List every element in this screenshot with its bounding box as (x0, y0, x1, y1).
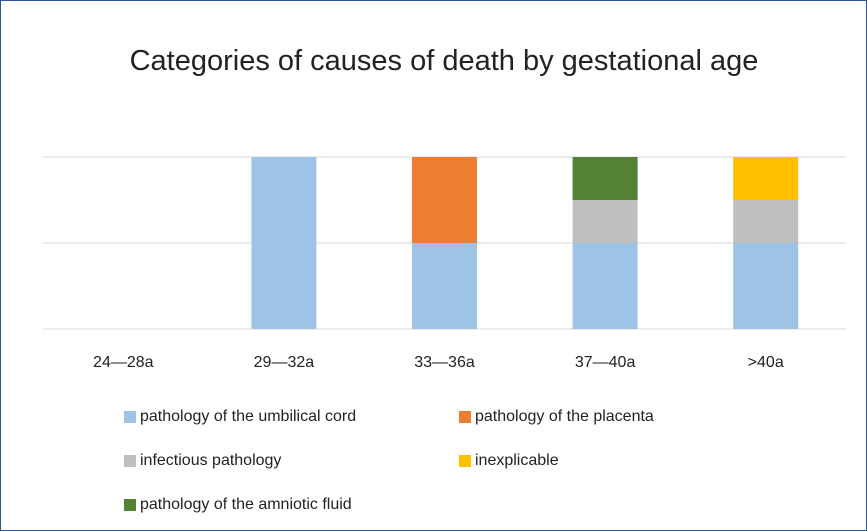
legend-swatch (459, 411, 471, 423)
bar-segment (733, 200, 799, 243)
bar-segment (733, 243, 799, 329)
legend-label: pathology of the umbilical cord (140, 408, 356, 425)
legend-label: pathology of the amniotic fluid (140, 496, 352, 513)
legend-swatch (124, 455, 136, 467)
x-tick-label: 29—32a (254, 354, 315, 371)
legend-swatch (459, 455, 471, 467)
bar-segment (733, 157, 799, 200)
legend-label: pathology of the placenta (475, 408, 654, 425)
legend-label: infectious pathology (140, 452, 281, 469)
bar-segment (412, 243, 477, 329)
legend-swatch (124, 499, 136, 511)
x-tick-label: >40a (748, 354, 784, 371)
chart-title: Categories of causes of death by gestati… (129, 45, 759, 77)
bar-segment (572, 157, 638, 200)
x-tick-label: 33—36a (414, 354, 475, 371)
bar-segment (572, 243, 638, 329)
bar-segment (572, 200, 638, 243)
bar-segment (251, 157, 317, 329)
x-tick-label: 24—28a (93, 354, 154, 371)
legend-label: inexplicable (475, 452, 559, 469)
x-tick-label: 37—40a (575, 354, 636, 371)
bar-segment (412, 157, 477, 243)
legend-swatch (124, 411, 136, 423)
